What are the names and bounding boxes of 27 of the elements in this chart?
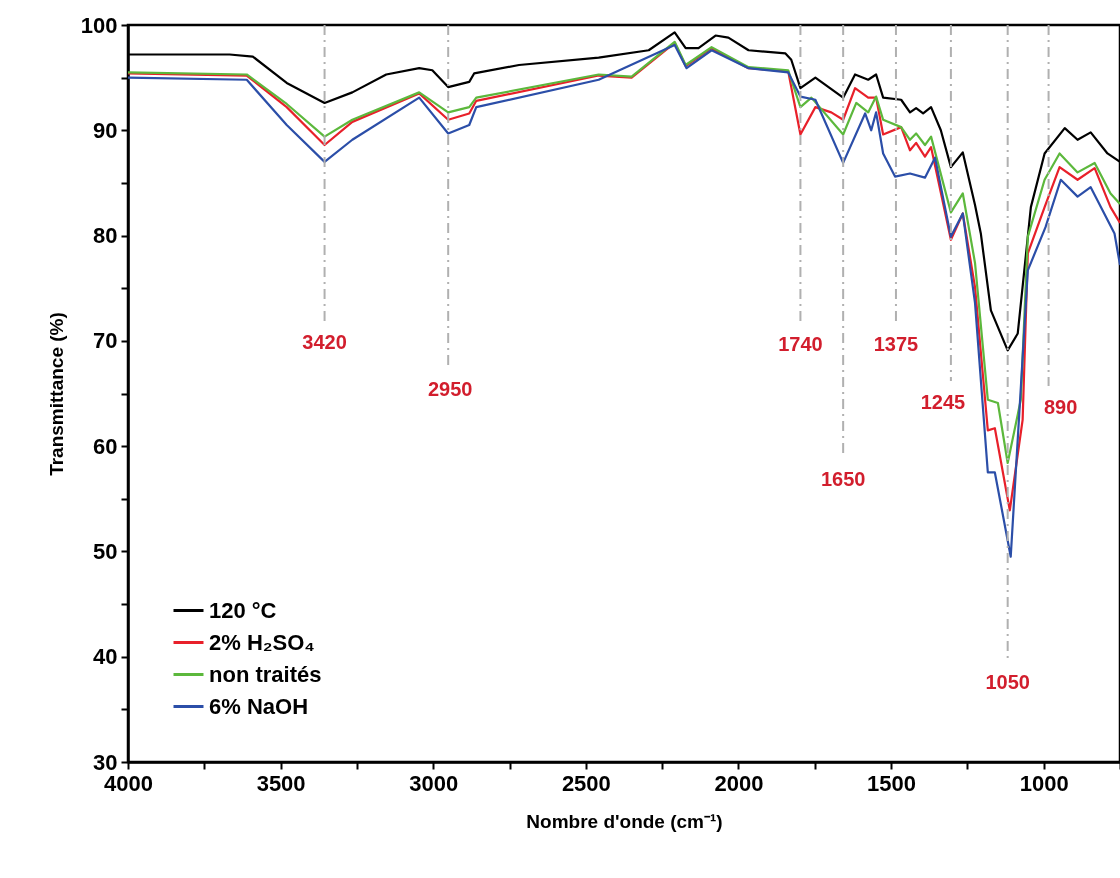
y-tick-label: 90	[93, 117, 118, 143]
x-tick-label: 2000	[714, 770, 764, 796]
legend-label: 120 °C	[209, 597, 277, 623]
x-tick-label: 3500	[256, 770, 306, 796]
y-axis-title: Transmittance (%)	[45, 312, 67, 476]
x-axis-title: Nombre d'onde (cm⁻¹)	[526, 810, 723, 832]
legend-label: non traités	[209, 661, 322, 687]
annotation: 1245	[920, 391, 966, 413]
annotation: 1050	[985, 671, 1030, 693]
x-tick-label: 1000	[1019, 770, 1069, 796]
annotation: 1650	[820, 468, 866, 490]
legend-label: 2% H₂SO₄	[209, 629, 315, 655]
x-tick-label: 1500	[867, 770, 917, 796]
y-tick-label: 100	[80, 12, 118, 38]
annotation: 1740	[778, 333, 823, 355]
y-tick-label: 50	[93, 538, 118, 564]
y-tick-label: 80	[93, 223, 118, 249]
legend-label: 6% NaOH	[209, 693, 309, 719]
annotation: 3420	[302, 331, 347, 353]
annotation: 890	[1043, 396, 1078, 418]
annotation: 2950	[427, 378, 473, 400]
y-tick-label: 40	[93, 644, 118, 670]
y-tick-label: 60	[93, 433, 118, 459]
x-tick-label: 2500	[561, 770, 611, 796]
x-tick-label: 3000	[409, 770, 459, 796]
y-tick-label: 70	[93, 328, 118, 354]
annotation: 1375	[873, 333, 919, 355]
